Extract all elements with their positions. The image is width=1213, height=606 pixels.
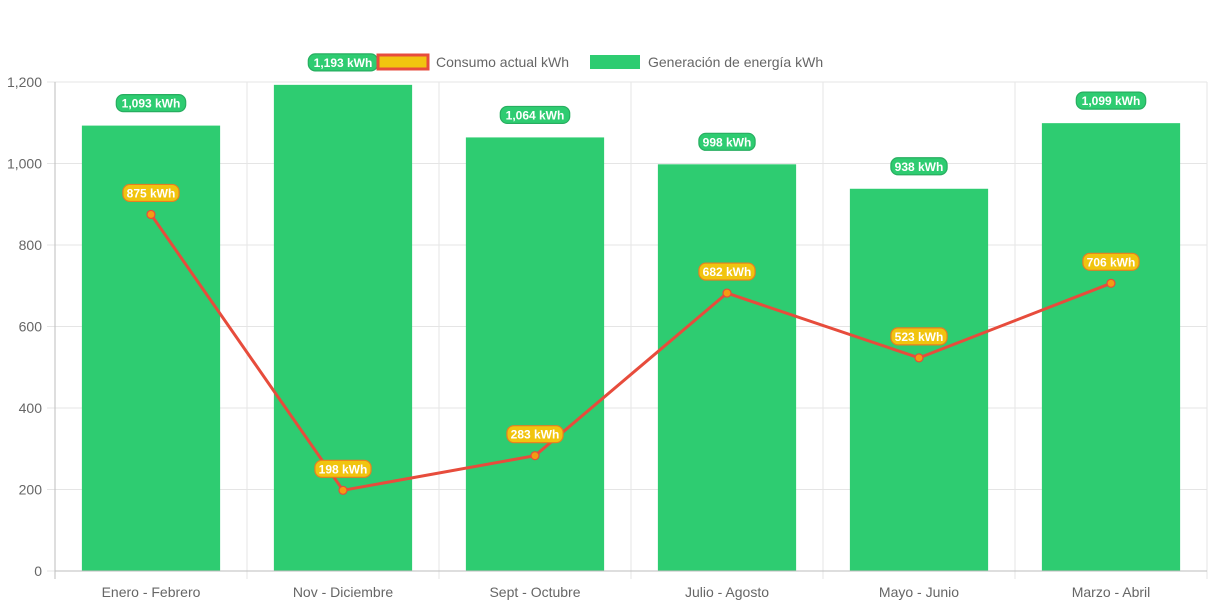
svg-text:682 kWh: 682 kWh bbox=[703, 265, 752, 279]
svg-text:198 kWh: 198 kWh bbox=[319, 462, 368, 476]
x-tick-label: Julio - Agosto bbox=[685, 584, 769, 600]
data-label-generacion: 998 kWh bbox=[698, 132, 756, 151]
data-label-consumo: 706 kWh bbox=[1082, 252, 1140, 271]
svg-text:1,193 kWh: 1,193 kWh bbox=[314, 56, 373, 70]
data-label-generacion: 1,099 kWh bbox=[1075, 91, 1147, 110]
data-label-generacion: 938 kWh bbox=[890, 157, 948, 176]
data-label-consumo: 198 kWh bbox=[314, 459, 372, 478]
legend-item-consumo[interactable]: Consumo actual kWh bbox=[376, 53, 569, 71]
x-tick-label: Enero - Febrero bbox=[102, 584, 201, 600]
x-tick-label: Mayo - Junio bbox=[879, 584, 959, 600]
y-tick-label: 400 bbox=[19, 400, 43, 416]
data-label-consumo: 875 kWh bbox=[122, 183, 180, 203]
y-tick-label: 200 bbox=[19, 482, 43, 498]
y-tick-label: 1,200 bbox=[7, 74, 42, 90]
x-tick-label: Nov - Diciembre bbox=[293, 584, 394, 600]
bar-series bbox=[81, 84, 1181, 572]
svg-text:875 kWh: 875 kWh bbox=[127, 186, 176, 200]
legend-swatch-generacion bbox=[590, 55, 640, 69]
data-label-generacion: 1,093 kWh bbox=[115, 94, 187, 113]
data-labels: 1,093 kWh 1,193 kWh 1,064 kWh 998 kWh 938 kW… bbox=[115, 53, 1147, 478]
y-tick-label: 800 bbox=[19, 237, 43, 253]
x-tick-label: Sept - Octubre bbox=[489, 584, 580, 600]
data-label-generacion: 1,193 kWh bbox=[307, 53, 379, 72]
svg-text:938 kWh: 938 kWh bbox=[895, 160, 944, 174]
svg-text:1,093 kWh: 1,093 kWh bbox=[122, 97, 181, 111]
svg-text:523 kWh: 523 kWh bbox=[895, 330, 944, 344]
data-label-generacion: 1,064 kWh bbox=[499, 105, 571, 125]
svg-text:1,099 kWh: 1,099 kWh bbox=[1082, 94, 1141, 108]
legend-label-consumo: Consumo actual kWh bbox=[436, 54, 569, 70]
axes: 0 200 400 600 800 1,000 1,200 Enero - Febrero No… bbox=[7, 74, 1207, 600]
bar-generacion[interactable] bbox=[657, 164, 797, 571]
data-label-consumo: 283 kWh bbox=[506, 425, 564, 444]
svg-text:706 kWh: 706 kWh bbox=[1087, 255, 1136, 269]
legend-swatch-consumo bbox=[376, 53, 430, 71]
line-series bbox=[146, 209, 1116, 495]
line-consumo bbox=[149, 213, 1112, 492]
x-tick-label: Marzo - Abril bbox=[1072, 584, 1151, 600]
point-consumo[interactable] bbox=[146, 209, 156, 220]
point-consumo[interactable] bbox=[530, 451, 540, 461]
svg-text:998 kWh: 998 kWh bbox=[703, 135, 752, 149]
data-label-consumo: 682 kWh bbox=[698, 262, 756, 281]
y-tick-label: 600 bbox=[19, 319, 43, 335]
legend-item-generacion[interactable]: Generación de energía kWh bbox=[590, 54, 823, 70]
y-tick-label: 0 bbox=[34, 563, 42, 579]
point-consumo[interactable] bbox=[722, 288, 732, 298]
point-consumo[interactable] bbox=[914, 353, 924, 363]
data-label-consumo: 523 kWh bbox=[890, 327, 948, 346]
svg-text:283 kWh: 283 kWh bbox=[511, 428, 560, 442]
point-consumo[interactable] bbox=[338, 485, 348, 495]
svg-text:1,064 kWh: 1,064 kWh bbox=[506, 108, 565, 122]
gridlines bbox=[47, 81, 1208, 579]
bar-generacion[interactable] bbox=[273, 84, 413, 571]
legend[interactable]: Consumo actual kWh Generación de energía … bbox=[376, 53, 823, 71]
legend-label-generacion: Generación de energía kWh bbox=[648, 54, 823, 70]
point-consumo[interactable] bbox=[1106, 278, 1116, 288]
bar-generacion[interactable] bbox=[1041, 123, 1181, 571]
y-tick-label: 1,000 bbox=[7, 156, 42, 172]
bar-generacion[interactable] bbox=[465, 137, 605, 572]
bar-generacion[interactable] bbox=[849, 188, 989, 571]
